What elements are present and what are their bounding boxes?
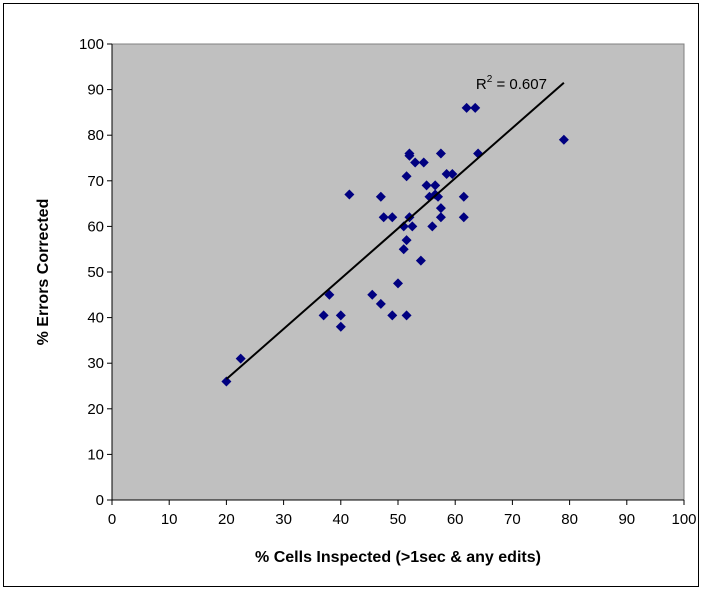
data-point [427,221,438,232]
plot-area [111,43,685,501]
data-point [458,212,469,223]
data-point [393,278,403,289]
axes: 0 10 20 30 40 50 60 70 80 90 100 0 10 20 30 40 50 60 70 80 9… [79,36,697,528]
x-tick-label: 0 [108,511,116,528]
data-point [558,134,569,145]
data-point [441,168,452,179]
x-tick-label: 80 [561,511,578,528]
x-tick-label: 10 [161,511,178,528]
y-tick-label: 60 [87,218,104,235]
x-tick-label: 40 [332,511,349,528]
data-point [398,244,409,255]
data-point [387,310,398,321]
data-point [318,310,329,321]
data-point [410,157,421,168]
y-tick-label: 70 [87,173,104,190]
data-point [461,102,472,113]
data-point [435,148,446,159]
y-tick-label: 30 [87,355,104,372]
data-point [407,221,418,232]
data-point [415,255,426,266]
data-point [375,191,386,202]
y-tick-label: 100 [79,36,104,53]
r-squared-value: = 0.607 [492,76,547,93]
r-squared-label: R2 = 0.607 [476,74,547,93]
y-tick-label: 10 [87,446,104,463]
y-tick-label: 40 [87,310,104,327]
data-point [418,157,429,168]
y-tick-label: 80 [87,127,104,144]
data-point [401,171,412,182]
y-tick-label: 0 [96,492,104,509]
data-point [335,310,346,321]
x-tick-label: 90 [618,511,635,528]
data-point [235,353,246,364]
data-point [221,376,232,387]
data-point [335,321,346,332]
data-point [404,150,415,161]
x-tick-label: 50 [390,511,407,528]
y-axis-title: % Errors Corrected [35,199,52,346]
data-point [401,310,412,321]
data-point [470,102,481,113]
data-point [430,180,441,191]
data-point [421,180,432,191]
y-tick-label: 50 [87,264,104,281]
data-point [398,221,409,232]
data-point [344,189,355,200]
data-points [221,102,569,387]
data-point [375,298,386,309]
y-tick-label: 90 [87,82,104,99]
data-point [378,212,389,223]
x-tick-label: 20 [218,511,235,528]
x-tick-label: 70 [504,511,521,528]
data-point [324,289,335,300]
x-axis-title: % Cells Inspected (>1sec & any edits) [255,549,541,566]
r-squared-exponent: 2 [487,74,493,85]
data-point [435,203,446,214]
data-point [435,212,446,223]
x-tick-label: 30 [275,511,292,528]
x-tick-label: 100 [671,511,696,528]
y-tick-label: 20 [87,401,104,418]
r-squared-prefix: R [476,76,487,93]
data-point [401,235,412,246]
data-point [387,212,398,223]
data-point [367,289,378,300]
trendline [225,82,565,380]
x-tick-label: 60 [447,511,464,528]
data-point [447,168,458,179]
data-point [458,191,469,202]
